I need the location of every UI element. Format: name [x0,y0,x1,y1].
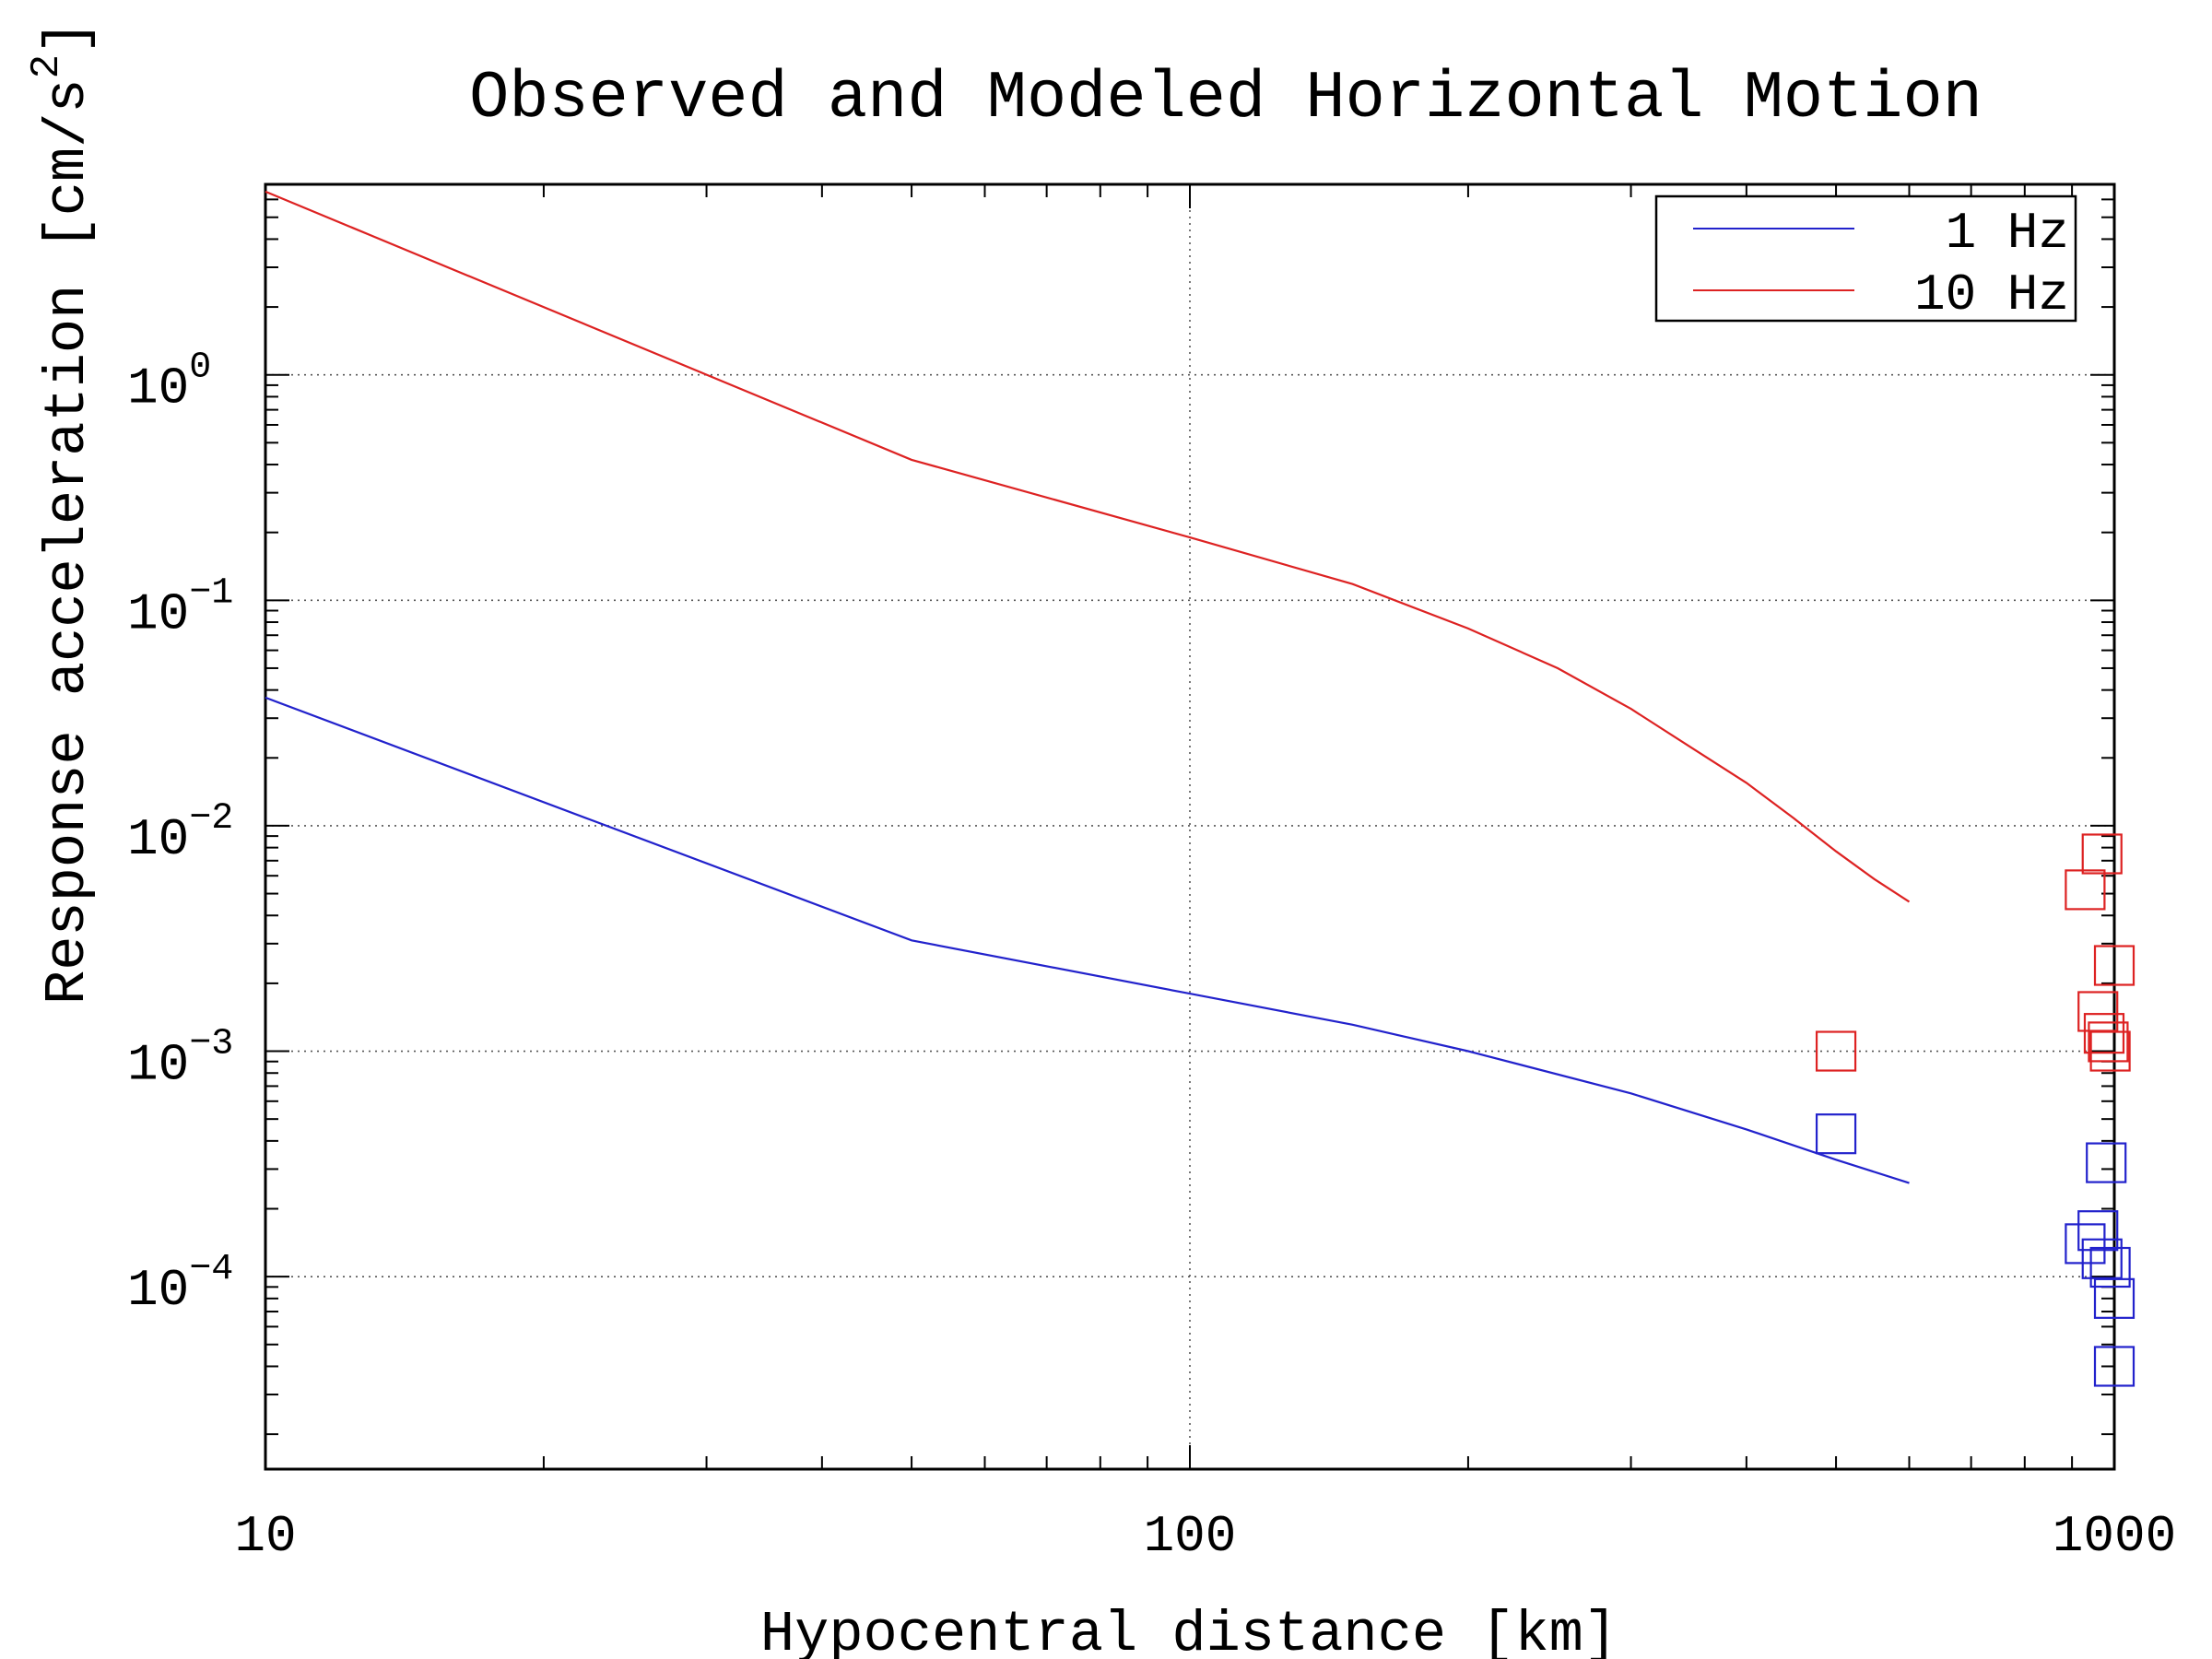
observation-marker [2081,833,2123,875]
grid-lines [265,184,2114,1469]
observation-marker [2065,869,2106,911]
observation-marker [2089,1246,2131,1288]
y-axis-label-superscript: 2 [24,54,70,78]
y-tick-label-exponent: −3 [189,1024,233,1065]
svg-text:Response acceleration [cm/s2]: Response acceleration [cm/s2] [24,20,100,1005]
y-tick-label: 10−2 [127,798,233,869]
y-tick-label: 10−4 [127,1249,233,1320]
y-tick-label-exponent: −4 [189,1249,233,1290]
y-tick-label-base: 10 [127,1036,189,1095]
observation-marker [2093,1346,2136,1387]
y-tick-label: 10−3 [127,1024,233,1095]
y-tick-label: 10−1 [127,572,233,643]
series-lines [265,190,1911,1184]
y-tick-label-base: 10 [127,359,189,418]
observation-marker [2088,1021,2129,1063]
y-tick-label-base: 10 [127,1261,189,1320]
y-tick-label-exponent: 0 [189,347,211,389]
y-tick-label-base: 10 [127,584,189,643]
y-tick-label-exponent: −1 [189,572,233,614]
observation-marker [2093,945,2136,986]
y-tick-label-base: 10 [127,810,189,869]
series-line-1hz [265,696,1910,1184]
legend-label-10hz: 10 Hz [1914,265,2069,324]
observation-marker [2086,1142,2127,1183]
y-axis-label: Response acceleration [cm/s [35,78,100,1005]
y-axis-label-close: ] [35,20,100,54]
x-tick-label: 10 [234,1507,296,1566]
observation-marker [2083,1013,2125,1054]
observation-marker [2065,1223,2106,1265]
series-line-10hz [265,190,1911,903]
legend-box [1654,194,2077,323]
observation-marker [1815,1030,1857,1072]
series-markers [1815,833,2136,1387]
x-axis-label: Hypocentral distance [km] [760,1602,1618,1659]
observation-marker [2077,1210,2119,1252]
y-tick-label-exponent: −2 [189,798,233,840]
y-tick-label: 100 [127,347,211,418]
legend-label-1hz: 1 Hz [1946,204,2069,263]
legend: 1 Hz 10 Hz [1654,194,2077,324]
x-tick-label: 1000 [2053,1507,2176,1566]
observation-marker [1815,1113,1857,1155]
observation-marker [2093,1277,2136,1319]
x-tick-label: 100 [1144,1507,1237,1566]
observation-marker [2089,1030,2131,1072]
y-axis-label-group: Response acceleration [cm/s2] [24,20,100,1005]
x-tick-labels: 10 100 1000 [234,1507,2176,1566]
chart-title: Observed and Modeled Horizontal Motion [469,61,1983,136]
